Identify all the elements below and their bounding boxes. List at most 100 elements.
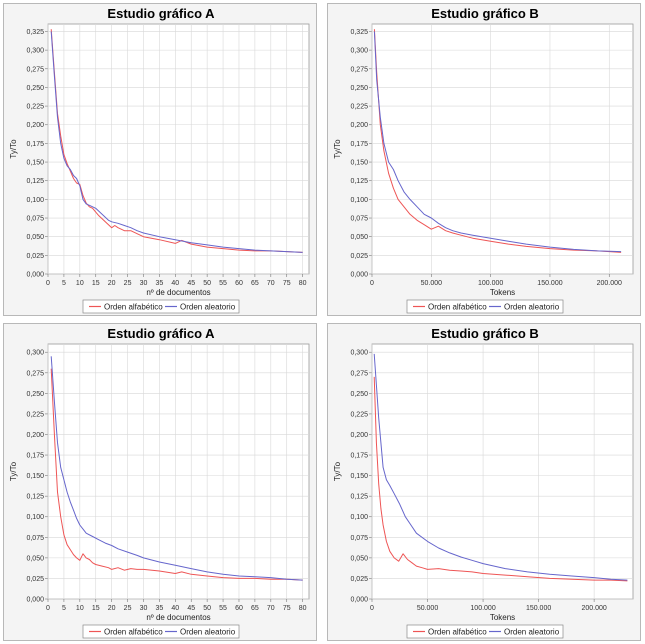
y-tick-label: 0,300 [350,48,368,55]
x-tick-label: 10 [76,280,84,287]
x-axis-label: Tokens [490,613,515,622]
y-tick-label: 0,150 [26,160,44,167]
legend-label: Orden alfabético [428,303,487,312]
x-tick-label: 55 [219,605,227,612]
chart-2: Estudio gráfico A 0,000 0,025 0,050 0,075 0,1… [9,326,310,639]
x-tick-label: 30 [140,280,148,287]
x-tick-label: 60 [235,605,243,612]
x-tick-label: 70 [267,280,275,287]
y-axis-label: Ty/To [9,461,18,481]
y-tick-label: 0,100 [350,197,368,204]
y-tick-label: 0,275 [26,370,44,377]
x-tick-label: 25 [124,280,132,287]
y-tick-label: 0,050 [350,234,368,241]
y-tick-label: 0,100 [350,514,368,521]
x-tick-label: 0 [46,605,50,612]
y-tick-label: 0,200 [350,122,368,129]
x-tick-label: 20 [108,280,116,287]
y-tick-label: 0,300 [26,350,44,357]
y-tick-label: 0,225 [26,104,44,111]
x-tick-label: 70 [267,605,275,612]
y-tick-label: 0,100 [26,197,44,204]
x-tick-label: 15 [92,280,100,287]
chart-1: Estudio gráfico B 0,000 0,025 0,050 0,075 0,1… [333,6,634,314]
y-tick-label: 0,175 [26,453,44,460]
y-tick-label: 0,225 [350,411,368,418]
y-tick-label: 0,075 [26,216,44,223]
series-line-orden-aleatorio [50,31,303,253]
y-tick-label: 0,250 [350,85,368,92]
y-tick-label: 0,075 [350,216,368,223]
x-axis-label: nº de documentos [146,288,210,297]
plot-area [371,23,634,275]
y-tick-label: 0,225 [350,104,368,111]
y-axis-label: Ty/To [9,139,18,159]
y-tick-label: 0,050 [350,555,368,562]
y-tick-label: 0,000 [26,272,44,279]
series-line-orden-alfabetico [50,29,303,253]
y-axis-label: Ty/To [333,139,342,159]
x-tick-label: 30 [140,605,148,612]
x-tick-label: 40 [171,605,179,612]
x-tick-label: 0 [46,280,50,287]
y-tick-label: 0,125 [350,178,368,185]
y-axis-label: Ty/To [333,461,342,481]
series-line-orden-alfabetico [50,368,303,581]
chart-title: Estudio gráfico A [107,6,215,21]
chart-title: Estudio gráfico B [431,6,539,21]
legend-label: Orden aleatorio [180,303,236,312]
x-tick-label: 65 [251,280,259,287]
x-tick-label: 60 [235,280,243,287]
chart-title: Estudio gráfico A [107,326,215,341]
chart-panel-bottom-left: Estudio gráfico A 0,000 0,025 0,050 0,075 0,1… [3,323,317,641]
x-tick-label: 20 [108,605,116,612]
x-tick-label: 40 [171,280,179,287]
y-tick-label: 0,175 [26,141,44,148]
y-tick-label: 0,175 [350,141,368,148]
x-tick-label: 45 [187,605,195,612]
legend-label: Orden alfabético [104,303,163,312]
x-tick-label: 50.000 [417,605,439,612]
y-tick-label: 0,300 [350,350,368,357]
y-tick-label: 0,300 [26,48,44,55]
y-tick-label: 0,200 [26,432,44,439]
y-tick-label: 0,250 [350,391,368,398]
y-tick-label: 0,150 [26,473,44,480]
x-tick-label: 25 [124,605,132,612]
y-tick-label: 0,250 [26,85,44,92]
y-tick-label: 0,150 [350,160,368,167]
y-tick-label: 0,125 [26,178,44,185]
legend-box [406,624,564,639]
chart-0: Estudio gráfico A 0,000 0,025 0,050 0,075 0,1… [9,6,310,314]
x-tick-label: 0 [370,280,374,287]
y-tick-label: 0,075 [26,535,44,542]
y-tick-label: 0,275 [26,66,44,73]
x-tick-label: 15 [92,605,100,612]
y-tick-label: 0,025 [26,576,44,583]
x-axis-label: Tokens [490,288,515,297]
y-tick-label: 0,025 [26,253,44,260]
y-tick-label: 0,150 [350,473,368,480]
series-line-orden-aleatorio [373,353,628,581]
x-tick-label: 80 [299,280,307,287]
legend-label: Orden aleatorio [504,628,560,637]
x-tick-label: 50 [203,605,211,612]
y-tick-label: 0,275 [350,370,368,377]
chart-panel-bottom-right: Estudio gráfico B 0,000 0,025 0,050 0,075 0,1… [327,323,641,641]
y-tick-label: 0,050 [26,234,44,241]
y-tick-label: 0,200 [26,122,44,129]
plot-area [371,343,634,600]
x-tick-label: 65 [251,605,259,612]
x-tick-label: 80 [299,605,307,612]
y-tick-label: 0,175 [350,453,368,460]
series-line-orden-aleatorio [50,356,303,581]
y-tick-label: 0,325 [350,29,368,36]
y-tick-label: 0,025 [350,576,368,583]
series-line-orden-alfabetico [373,376,628,582]
y-tick-label: 0,000 [26,597,44,604]
series-line-orden-aleatorio [373,31,622,253]
x-tick-label: 75 [283,280,291,287]
x-tick-label: 10 [76,605,84,612]
chart-panel-top-right: Estudio gráfico B 0,000 0,025 0,050 0,075 0,1… [327,3,641,316]
legend-label: Orden aleatorio [504,303,560,312]
